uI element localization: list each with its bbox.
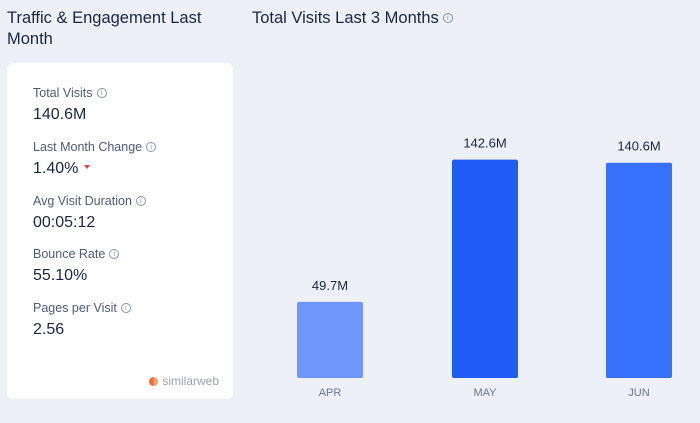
metric-label: Last Month Change — [33, 140, 143, 154]
category-label: JUN — [628, 387, 649, 399]
bar-value-label: 142.6M — [463, 136, 506, 151]
total-visits-title: Total Visits Last 3 Months i — [252, 8, 453, 29]
total-visits-title-text: Total Visits Last 3 Months — [252, 9, 439, 27]
metric-total-visits: Total Visits i 140.6M — [33, 85, 107, 125]
metric-bounce-rate: Bounce Rate i 55.10% — [33, 246, 120, 286]
metric-value: 1.40% — [33, 160, 79, 177]
bar-may[interactable] — [452, 159, 518, 378]
traffic-engagement-title: Traffic & Engagement Last Month — [7, 8, 222, 50]
metric-value: 55.10% — [33, 267, 88, 284]
metric-pages-per-visit: Pages per Visit i 2.56 — [33, 300, 131, 340]
bar-value-label: 140.6M — [617, 139, 660, 154]
category-label: APR — [319, 387, 342, 399]
down-arrow-icon — [84, 164, 91, 169]
info-icon[interactable]: i — [135, 195, 146, 206]
similarweb-brand: similarweb — [149, 374, 219, 388]
metric-value: 2.56 — [33, 321, 65, 338]
bar-value-label: 49.7M — [312, 278, 348, 293]
info-icon[interactable]: i — [442, 12, 453, 23]
info-icon[interactable]: i — [120, 302, 131, 313]
info-icon[interactable]: i — [146, 141, 157, 152]
category-label: MAY — [473, 387, 497, 399]
metric-last-month-change: Last Month Change i 1.40% — [33, 139, 157, 179]
brand-name: similarweb — [162, 374, 219, 388]
info-icon[interactable]: i — [96, 87, 107, 98]
metric-avg-visit-duration: Avg Visit Duration i 00:05:12 — [33, 193, 146, 233]
metric-value: 00:05:12 — [33, 214, 96, 231]
bar-apr[interactable] — [297, 301, 363, 378]
metric-value: 140.6M — [33, 106, 87, 123]
traffic-engagement-title-text: Traffic & Engagement Last Month — [7, 9, 202, 48]
metric-label: Avg Visit Duration — [33, 194, 132, 208]
metric-label: Total Visits — [33, 86, 93, 100]
similarweb-logo-icon — [149, 376, 159, 386]
metric-label: Pages per Visit — [33, 301, 117, 315]
metric-label: Bounce Rate — [33, 247, 106, 261]
traffic-metrics-card: Total Visits i 140.6M Last Month Change i … — [7, 63, 233, 399]
info-icon[interactable]: i — [109, 248, 120, 259]
bar-jun[interactable] — [606, 162, 672, 378]
